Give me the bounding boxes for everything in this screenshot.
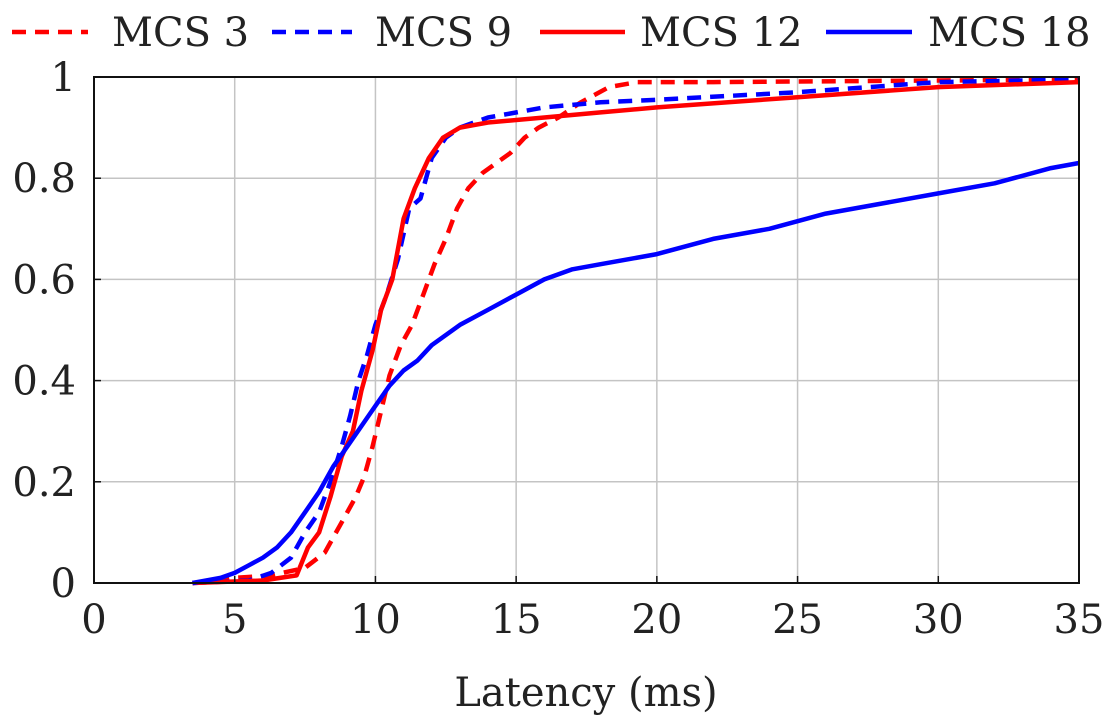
- x-tick-label-6: 30: [913, 597, 964, 643]
- legend: MCS 3 MCS 9 MCS 12 MCS 18: [12, 10, 1091, 56]
- series-line-mcs-12: [192, 79, 1080, 586]
- series-line-mcs-18: [192, 160, 1080, 586]
- series-line-mcs-3: [192, 77, 1080, 586]
- x-axis-title: Latency (ms): [454, 670, 717, 715]
- x-tick-label-2: 10: [350, 597, 401, 643]
- y-tick-label-0: 0: [51, 561, 76, 607]
- legend-label-mcs-3: MCS 3: [112, 10, 249, 56]
- x-tick-label-0: 0: [81, 597, 106, 643]
- y-tick-label-4: 0.8: [12, 156, 76, 202]
- x-tick-label-1: 5: [222, 597, 247, 643]
- legend-label-mcs-12: MCS 12: [640, 10, 803, 56]
- series-line-mcs-9: [192, 77, 1080, 586]
- y-tick-label-5: 1: [51, 55, 76, 101]
- x-tick-label-5: 25: [772, 597, 823, 643]
- legend-label-mcs-18: MCS 18: [928, 10, 1091, 56]
- x-tick-label-7: 35: [1054, 597, 1105, 643]
- legend-label-mcs-9: MCS 9: [375, 10, 512, 56]
- x-axis-ticks: 0 5 10 15 20 25 30 35: [81, 576, 1104, 643]
- y-tick-label-1: 0.2: [12, 460, 76, 506]
- plot-frame: [93, 76, 1080, 584]
- y-tick-label-3: 0.6: [12, 257, 76, 303]
- series-lines: [192, 77, 1080, 586]
- y-axis-ticks: 0 0.2 0.4 0.6 0.8 1: [12, 55, 101, 607]
- y-tick-label-2: 0.4: [12, 359, 76, 405]
- x-tick-label-3: 15: [491, 597, 542, 643]
- x-tick-label-4: 20: [631, 597, 682, 643]
